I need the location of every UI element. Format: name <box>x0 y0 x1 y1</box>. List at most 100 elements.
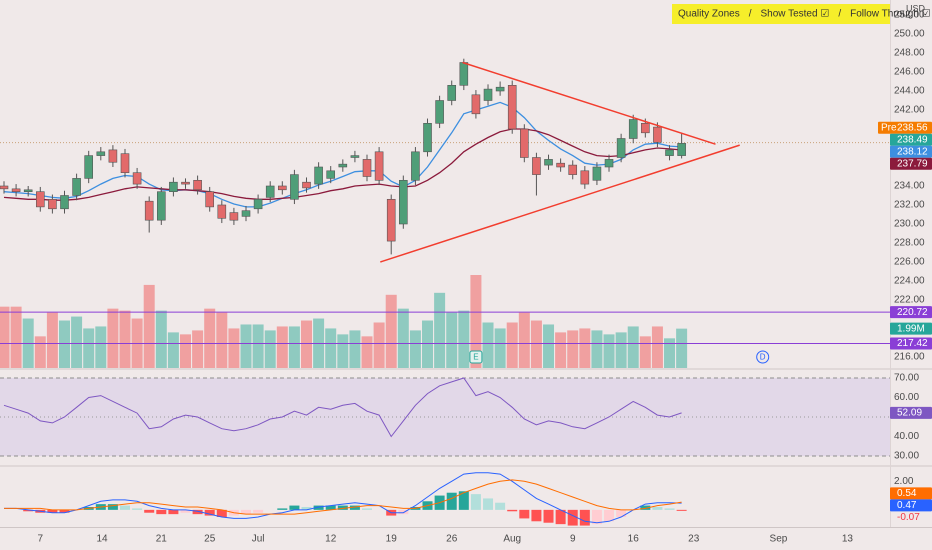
x-tick-label: 13 <box>842 534 854 545</box>
candle-body <box>290 174 299 200</box>
volume-bar <box>95 326 107 368</box>
candle-body <box>229 212 239 221</box>
candle-body <box>592 166 602 181</box>
candle-body <box>314 166 323 185</box>
volume-bar <box>143 284 155 368</box>
candle-body <box>677 143 686 156</box>
candle-body <box>157 191 166 221</box>
y-tick-label: 70.00 <box>894 373 919 384</box>
volume-bar <box>603 334 615 368</box>
volume-bar <box>216 312 228 368</box>
candle-body <box>520 128 529 158</box>
event-marker <box>756 350 770 364</box>
level-tag-bg <box>890 306 932 319</box>
indicator-legend-item: Quality Zones <box>678 9 740 20</box>
volume-bar <box>458 310 470 368</box>
volume-bar <box>46 312 58 368</box>
candle-body <box>60 195 69 210</box>
rsi-tag-bg <box>890 406 932 419</box>
ma-tag: 238.12 <box>897 146 928 157</box>
macd-histogram-bar <box>301 507 312 510</box>
macd-tag-bg <box>890 499 932 512</box>
currency: USD <box>906 3 926 13</box>
x-tick-label: 21 <box>156 534 168 545</box>
macd-histogram-bar <box>567 509 578 526</box>
x-tick-label: 9 <box>570 534 576 545</box>
macd-histogram-bar <box>313 505 324 510</box>
volume-bar <box>373 322 385 368</box>
volume-bar <box>530 320 542 368</box>
y-tick-label: 234.00 <box>894 181 925 192</box>
candle-body <box>374 151 384 181</box>
candle-body <box>580 170 590 185</box>
macd-histogram-bar <box>470 494 481 510</box>
macd-histogram-bar <box>119 505 130 510</box>
volume-bar <box>639 336 651 368</box>
macd-histogram-bar <box>616 509 627 517</box>
candle-body <box>665 149 674 156</box>
candle-body <box>653 126 662 143</box>
macd-histogram-bar <box>640 505 651 510</box>
indicator-legend-item: Follow Through ☑ <box>850 9 931 20</box>
candle-body <box>193 179 202 191</box>
macd-histogram-bar <box>555 509 566 525</box>
volume-bar <box>301 320 313 368</box>
y-tick-label: 242.00 <box>894 105 925 116</box>
candle-body <box>641 122 650 134</box>
macd-histogram-bar <box>458 491 469 510</box>
y-tick-label: 60.00 <box>894 392 919 403</box>
ma-tag: 237.79 <box>897 158 928 169</box>
candle-body <box>120 153 130 173</box>
volume-bar <box>615 332 627 368</box>
moving-average <box>3 101 682 208</box>
macd-histogram-bar <box>277 508 288 510</box>
candle-body <box>302 181 311 189</box>
y-tick-label: 2.00 <box>894 476 914 487</box>
macd-histogram-bar <box>652 507 663 510</box>
macd-histogram-bar <box>253 509 264 513</box>
indicator-legend-item: Show Tested ☑ <box>760 9 829 20</box>
candle-body <box>362 159 372 177</box>
last-price-tag-bg <box>890 133 932 146</box>
volume-bar <box>276 326 288 368</box>
macd-histogram-bar <box>483 498 494 510</box>
x-tick-label: 12 <box>325 534 337 545</box>
candle-body <box>132 172 142 185</box>
candle-body <box>628 119 638 139</box>
volume-bar <box>579 328 591 368</box>
macd-histogram-bar <box>446 492 457 510</box>
volume-bar <box>349 330 361 368</box>
candle-body <box>399 179 408 225</box>
candle-body <box>483 88 493 101</box>
x-tick-label: 7 <box>38 534 44 545</box>
y-tick-label: 250.00 <box>894 29 925 40</box>
macd-histogram-bar <box>362 508 373 510</box>
signal-line <box>4 479 682 515</box>
x-tick-label: 16 <box>628 534 640 545</box>
volume-bar <box>155 310 167 368</box>
candle-body <box>338 163 348 168</box>
x-tick-label: 25 <box>204 534 216 545</box>
volume-bar <box>34 336 46 368</box>
volume-bar <box>0 306 10 368</box>
rsi-line <box>3 377 682 438</box>
event-marker <box>469 350 483 364</box>
level-tag-bg <box>890 337 932 350</box>
last-price-tag: 238.49 <box>897 134 928 145</box>
y-tick-label: 228.00 <box>894 238 925 249</box>
level-tag: 217.42 <box>897 338 928 349</box>
macd-histogram-bar <box>337 505 348 510</box>
candle-body <box>604 159 614 168</box>
candle-body <box>507 85 517 130</box>
macd-histogram-bar <box>216 509 227 517</box>
volume-bar <box>71 316 83 368</box>
level-tag: 220.72 <box>897 307 928 318</box>
premarket-tag-prefix: Pre <box>881 122 897 133</box>
volume-bar <box>664 338 676 368</box>
volume-bar <box>228 328 240 368</box>
event-label: D <box>760 353 766 362</box>
volume-bar <box>397 308 409 368</box>
trendline <box>380 144 740 263</box>
candle-body <box>568 164 578 175</box>
